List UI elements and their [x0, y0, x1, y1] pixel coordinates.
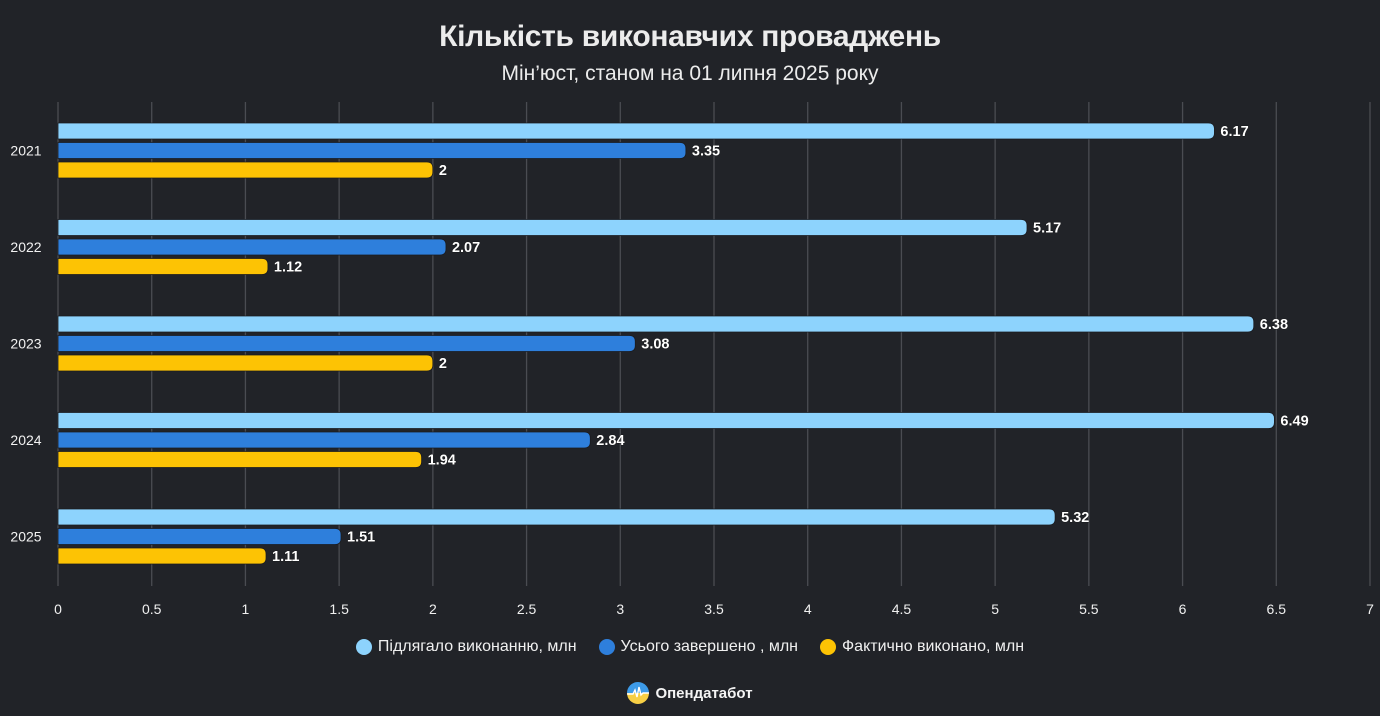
legend-item-executed[interactable]: Фактично виконано, млн [820, 638, 1024, 656]
data-label: 3.08 [641, 337, 669, 353]
data-label: 1.94 [428, 453, 456, 469]
opendatabot-logo-icon [627, 682, 650, 704]
x-tick-label: 7 [1366, 601, 1374, 617]
x-tick-label: 2 [429, 601, 437, 617]
legend: Підлягало виконанню, млн Усього завершен… [0, 638, 1380, 656]
bar [57, 335, 636, 352]
data-label: 6.49 [1280, 414, 1308, 430]
data-label: 6.38 [1260, 317, 1288, 333]
x-tick-label: 3 [616, 601, 624, 617]
chart-title: Кількість виконавчих проваджень [439, 20, 941, 53]
legend-item-completed[interactable]: Усього завершено , млн [598, 638, 799, 656]
bar [57, 528, 342, 545]
bar [57, 412, 1275, 429]
x-tick-label: 1 [242, 601, 250, 617]
x-tick-label: 1.5 [329, 601, 349, 617]
bar [57, 451, 423, 468]
x-tick-label: 5 [991, 601, 999, 617]
y-category-label: 2025 [10, 529, 41, 545]
x-tick-label: 2.5 [517, 601, 537, 617]
x-tick-label: 0.5 [142, 601, 162, 617]
data-label: 1.11 [272, 549, 299, 565]
data-label: 3.35 [692, 144, 720, 160]
bar [57, 508, 1056, 526]
x-tick-label: 4.5 [892, 601, 912, 617]
data-labels: 6.17 3.35 2 5.17 2.07 1.12 6.38 3.08 2 6.49 2.84 1.… [272, 124, 1309, 566]
bar [57, 431, 591, 449]
y-category-label: 2022 [10, 239, 41, 255]
bar [57, 354, 434, 372]
bar [57, 142, 687, 159]
data-label: 6.17 [1220, 124, 1248, 140]
x-tick-label: 6 [1179, 601, 1187, 617]
bar [57, 547, 267, 565]
bar [57, 219, 1028, 236]
legend-label: Фактично виконано, млн [842, 638, 1025, 655]
data-label: 5.17 [1033, 221, 1061, 237]
data-label: 1.51 [347, 530, 375, 546]
legend-swatch-icon [820, 639, 837, 655]
bar [57, 315, 1255, 333]
bars [57, 122, 1275, 565]
brand-name: Опендатабот [655, 684, 753, 702]
chart-subtitle: Мін’юст, станом на 01 липня 2025 року [501, 62, 879, 85]
legend-label: Усього завершено , млн [620, 638, 799, 655]
x-tick-label: 0 [54, 601, 62, 617]
y-category-label: 2023 [10, 336, 41, 352]
x-axis-ticks: 0 0.5 1 1.5 2 2.5 3 3.5 4 4.5 5 5.5 6 6.5 7 [54, 601, 1374, 617]
x-tick-label: 6.5 [1267, 601, 1287, 617]
legend-label: Підлягало виконанню, млн [377, 638, 577, 655]
y-category-label: 2024 [10, 432, 41, 448]
x-tick-label: 4 [804, 601, 812, 617]
data-label: 5.32 [1061, 510, 1089, 526]
bar [57, 122, 1215, 140]
legend-swatch-icon [598, 639, 615, 655]
x-tick-label: 3.5 [704, 601, 724, 617]
data-label: 2 [439, 163, 447, 179]
bar [57, 258, 269, 275]
data-label: 1.12 [274, 260, 302, 276]
legend-swatch-icon [355, 639, 372, 655]
legend-item-subject[interactable]: Підлягало виконанню, млн [355, 638, 577, 656]
bar [57, 238, 447, 256]
y-category-label: 2021 [10, 143, 41, 159]
data-label: 2.07 [452, 240, 480, 256]
brand: Опендатабот [0, 682, 1380, 704]
x-tick-label: 5.5 [1079, 601, 1099, 617]
y-axis-categories: 2021 2022 2023 2024 2025 [10, 143, 41, 545]
data-label: 2.84 [596, 433, 624, 449]
bar [57, 161, 434, 179]
data-label: 2 [439, 356, 447, 372]
bar-chart: 0 0.5 1 1.5 2 2.5 3 3.5 4 4.5 5 5.5 6 6.5 7 2021202220… [10, 102, 1374, 617]
